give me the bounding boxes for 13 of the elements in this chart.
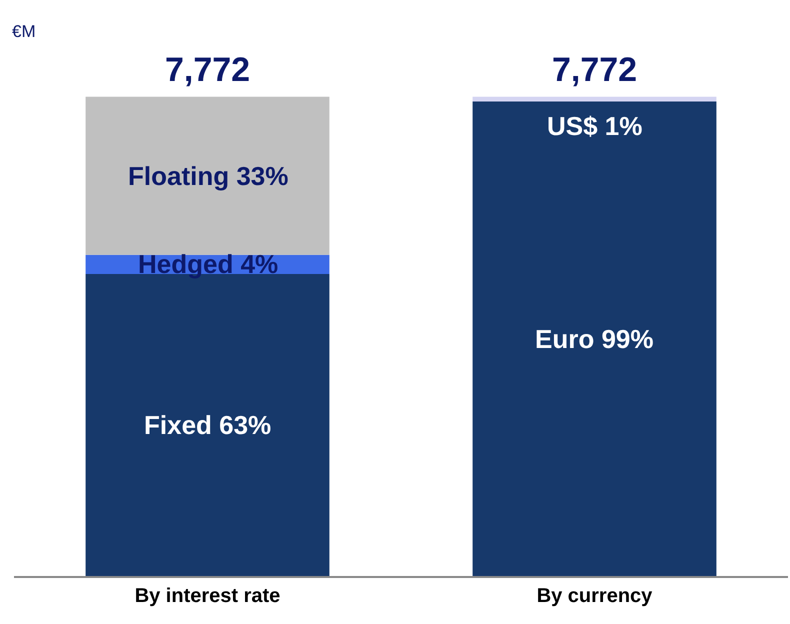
data-label: Floating 33%: [128, 161, 288, 191]
data-label: Hedged 4%: [138, 249, 278, 279]
annotation: 7,772: [165, 51, 250, 89]
data-label: Euro 99%: [535, 324, 654, 354]
data-label: Fixed 63%: [144, 410, 272, 440]
x-tick-label: By interest rate: [134, 584, 280, 607]
bar: [472, 96, 716, 102]
y-axis-title: €M: [12, 22, 36, 41]
data-label: US$ 1%: [547, 111, 642, 141]
bar: [472, 101, 716, 576]
x-tick-label: By currency: [536, 584, 654, 607]
bar: [86, 96, 330, 255]
annotation: 7,772: [552, 51, 638, 89]
